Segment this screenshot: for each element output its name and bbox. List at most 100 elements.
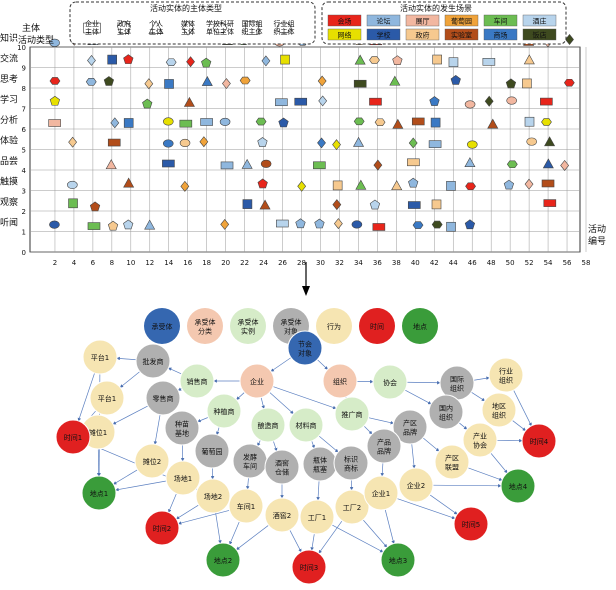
- venue-legend-label: 酒庄: [533, 17, 547, 26]
- node-xh: 协会: [373, 365, 407, 399]
- node-label: 瓶体: [313, 456, 327, 465]
- activity-marker: [544, 200, 556, 207]
- activity-marker: [431, 118, 440, 127]
- node-label: 摊位2: [143, 457, 161, 466]
- network-edge: [364, 426, 372, 434]
- node-pty: 葡萄园: [195, 434, 229, 468]
- node-label: 种苗: [175, 420, 189, 429]
- network-legend-label: 承受体: [152, 322, 173, 331]
- y-tick-label: 4: [22, 167, 27, 175]
- activity-marker: [507, 97, 517, 105]
- subject-legend-label: 媒体: [181, 19, 195, 28]
- y-category-label: 学习: [0, 94, 18, 106]
- node-label: 批发商: [143, 357, 164, 366]
- venue-legend-label: 实验室: [451, 31, 472, 40]
- network-edge: [471, 392, 484, 401]
- subject-legend-label: 织主体: [242, 27, 263, 36]
- x-tick-label: 24: [259, 259, 268, 267]
- network-edge: [369, 418, 394, 424]
- network-edge: [116, 481, 167, 490]
- node-label: 工厂1: [308, 514, 326, 522]
- node-label: 工厂2: [343, 504, 361, 512]
- network-edge: [318, 481, 319, 500]
- node-pfs: 批发商: [136, 344, 170, 378]
- network-edge: [474, 378, 489, 381]
- network-legend-label: 承受体: [281, 318, 302, 327]
- network-edge: [512, 420, 525, 430]
- activity-marker: [261, 160, 271, 168]
- network-edge: [412, 444, 415, 468]
- node-zz: 组织: [323, 364, 357, 398]
- x-tick-label: 32: [335, 259, 344, 267]
- x-tick-label: 34: [354, 259, 363, 267]
- node-label: 地点2: [214, 556, 232, 565]
- node-qy2: 企业2: [399, 468, 433, 502]
- network-edge: [317, 360, 327, 370]
- activity-marker: [465, 101, 475, 109]
- activity-marker: [124, 118, 133, 127]
- x-tick-label: 52: [525, 259, 534, 267]
- x-tick-label: 56: [563, 259, 572, 267]
- network-edge: [248, 478, 249, 489]
- node-label: 组织: [333, 377, 347, 386]
- subject-legend-label: 企业: [85, 19, 99, 28]
- node-label: 国际: [450, 375, 464, 384]
- activity-marker: [165, 79, 174, 88]
- x-tick-label: 8: [110, 259, 114, 267]
- y-category-label: 观察: [0, 196, 18, 208]
- node-label: 品牌: [377, 447, 391, 456]
- node-lss: 零售商: [146, 381, 180, 415]
- activity-marker: [354, 118, 364, 125]
- node-label: 商标: [344, 464, 358, 473]
- activity-marker: [466, 183, 476, 190]
- network-edge: [459, 423, 467, 429]
- x-tick-label: 20: [221, 259, 230, 267]
- subject-legend-label: 政府: [117, 19, 131, 28]
- activity-marker: [180, 139, 190, 147]
- y-category-label: 品尝: [0, 155, 18, 167]
- network-nodes: 节会对象企业组织销售商种植商酿造商材料商推广商协会国际组织国内组织批发商零售商种…: [56, 331, 556, 584]
- node-gc1: 工厂1: [300, 500, 334, 534]
- network-edge: [216, 513, 221, 543]
- node-label: 平台1: [91, 353, 109, 362]
- node-cj1: 车间1: [229, 489, 263, 523]
- x-tick-label: 58: [582, 259, 591, 267]
- x-tick-label: 46: [468, 259, 477, 267]
- activity-marker: [412, 118, 424, 125]
- node-xss: 销售商: [180, 364, 214, 398]
- network-legend-label: 实例: [241, 327, 255, 336]
- y-tick-label: 9: [22, 65, 26, 73]
- node-label: 酿造商: [258, 421, 279, 430]
- node-label: 场地1: [174, 474, 192, 483]
- subject-legend-label: 主体: [181, 27, 195, 36]
- node-pt1: 平台1: [83, 340, 117, 374]
- node-label: 地区: [492, 402, 506, 411]
- activity-marker: [69, 199, 78, 208]
- node-cd1: 场地1: [166, 461, 200, 495]
- node-label: 标识: [344, 455, 358, 464]
- activity-marker: [281, 55, 290, 64]
- activity-marker: [483, 58, 495, 65]
- y-tick-label: 0: [22, 249, 26, 257]
- node-label: 车间: [243, 462, 257, 471]
- activity-marker: [373, 223, 385, 230]
- activity-marker: [542, 180, 554, 187]
- node-label: 节会: [298, 340, 312, 349]
- node-label: 仓储: [275, 468, 289, 477]
- network-edge: [468, 468, 502, 480]
- network-edge: [178, 389, 182, 391]
- subject-legend-label: 单位主体: [206, 27, 234, 36]
- activity-marker: [407, 159, 419, 166]
- activity-marker: [369, 57, 379, 64]
- network-legend-label: 地点: [413, 322, 427, 331]
- node-qy1: 企业1: [364, 476, 398, 510]
- node-label: 地点3: [389, 556, 407, 565]
- network-edge: [332, 525, 383, 552]
- node-label: 地点4: [509, 482, 528, 491]
